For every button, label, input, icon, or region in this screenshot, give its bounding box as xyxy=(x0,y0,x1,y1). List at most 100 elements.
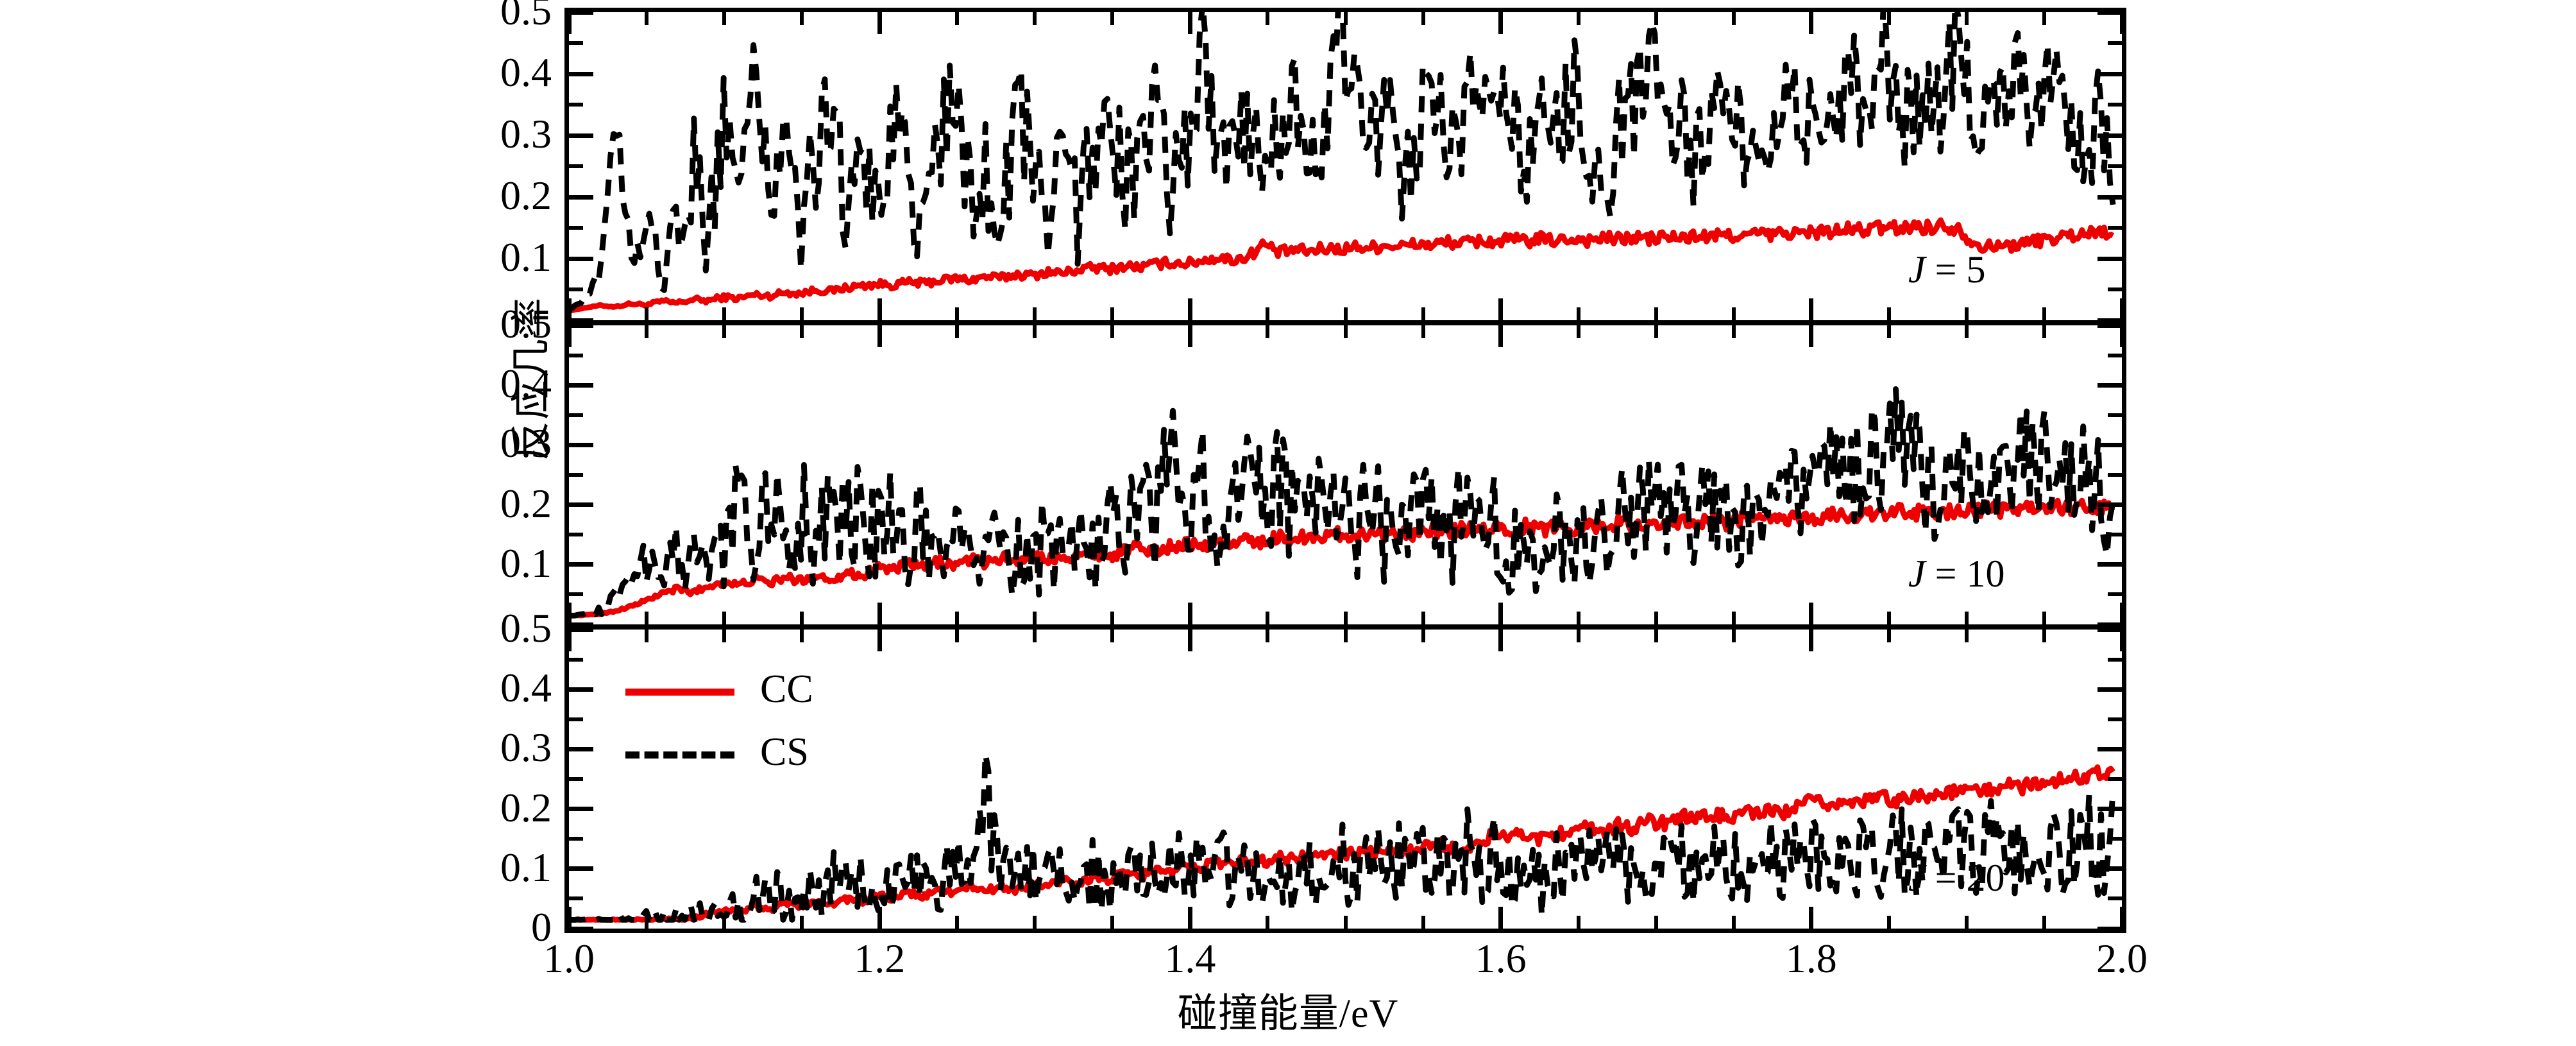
panel-j10 xyxy=(564,321,2126,629)
panel-j20 xyxy=(564,625,2126,933)
x-tick-t-1.75 xyxy=(1731,630,1736,642)
y-tick-label-p2-0.3: 0.3 xyxy=(500,420,552,467)
y-tick-l-0.45 xyxy=(569,657,583,662)
x-tick-label-2.0: 2.0 xyxy=(2096,936,2148,981)
x-tick-t-1.70 xyxy=(1654,630,1658,642)
x-tick-t-1.35 xyxy=(1110,325,1115,338)
y-tick-label-p1-0.4: 0.4 xyxy=(500,49,552,95)
x-tick-t-1.05 xyxy=(645,12,649,25)
y-tick-label-p1-0.2: 0.2 xyxy=(500,173,552,218)
y-tick-l-0.30 xyxy=(569,442,593,447)
y-tick-r-0.40 xyxy=(2097,687,2122,692)
x-tick-b-1.90 xyxy=(1964,916,1969,929)
y-tick-r-0.35 xyxy=(2108,103,2122,107)
legend-label-cc: CC xyxy=(760,667,813,711)
x-tick-b-1.50 xyxy=(1343,612,1348,624)
y-tick-r-0.25 xyxy=(2108,777,2122,781)
y-tick-label-p3-0.5: 0.5 xyxy=(500,605,552,651)
y-tick-l-0.25 xyxy=(569,473,583,477)
y-tick-label-p3-0.3: 0.3 xyxy=(500,724,552,771)
x-tick-t-1.50 xyxy=(1343,325,1348,338)
y-tick-r-0.35 xyxy=(2108,413,2122,417)
y-tick-l-0.25 xyxy=(569,164,583,168)
legend-swatch-cc-line xyxy=(625,689,734,696)
x-tick-b-1.40 xyxy=(1187,907,1192,929)
x-axis-title: 碰撞能量/eV xyxy=(1177,992,1399,1036)
x-tick-b-1.85 xyxy=(1886,612,1891,624)
x-tick-b-1.55 xyxy=(1421,612,1425,624)
x-tick-b-1.80 xyxy=(1809,298,1814,320)
legend-swatch-cs-line xyxy=(625,751,734,759)
series-cs-p2 xyxy=(569,386,2116,619)
x-tick-t-1.15 xyxy=(800,630,804,642)
y-tick-r-0.50 xyxy=(2097,12,2122,15)
y-tick-r-0.40 xyxy=(2097,382,2122,388)
y-tick-r-0.05 xyxy=(2108,896,2122,901)
x-tick-label-1.0: 1.0 xyxy=(543,936,595,981)
y-tick-label-p2-0.1: 0.1 xyxy=(500,540,552,586)
y-tick-r-0.15 xyxy=(2108,533,2122,537)
x-tick-t-1.25 xyxy=(955,630,960,642)
x-tick-b-1.85 xyxy=(1886,307,1891,320)
annotation-j5: J = 5 xyxy=(1908,248,1986,291)
x-tick-t-1.95 xyxy=(2042,12,2046,25)
y-tick-l-0.15 xyxy=(569,837,583,841)
x-tick-t-1.75 xyxy=(1731,12,1736,25)
x-tick-t-1.90 xyxy=(1964,630,1969,642)
y-tick-l-0.00 xyxy=(569,622,593,624)
y-tick-r-0.30 xyxy=(2097,442,2122,447)
x-tick-t-1.45 xyxy=(1266,325,1270,338)
x-tick-t-2.00 xyxy=(2119,325,2122,347)
x-tick-t-1.05 xyxy=(645,630,649,642)
x-tick-b-1.10 xyxy=(722,916,727,929)
x-tick-t-2.00 xyxy=(2119,12,2122,34)
x-tick-b-1.75 xyxy=(1731,307,1736,320)
x-tick-t-1.85 xyxy=(1886,325,1891,338)
y-tick-label-p2-0.2: 0.2 xyxy=(500,480,552,526)
x-tick-b-1.95 xyxy=(2042,307,2046,320)
x-tick-t-1.95 xyxy=(2042,630,2046,642)
x-tick-label-1.6: 1.6 xyxy=(1475,936,1527,981)
x-tick-t-1.20 xyxy=(877,12,882,34)
y-tick-l-0.35 xyxy=(569,103,583,107)
x-tick-t-1.60 xyxy=(1498,630,1504,651)
x-tick-b-1.65 xyxy=(1576,307,1580,320)
y-tick-r-0.40 xyxy=(2097,71,2122,76)
x-tick-t-1.50 xyxy=(1343,630,1348,642)
x-tick-label-1.2: 1.2 xyxy=(854,936,906,981)
y-tick-label-p3-0.1: 0.1 xyxy=(500,844,552,890)
y-tick-r-0.50 xyxy=(2097,325,2122,328)
x-tick-t-1.40 xyxy=(1187,325,1192,347)
y-tick-l-0.50 xyxy=(569,630,593,632)
y-tick-r-0.25 xyxy=(2108,473,2122,477)
x-tick-label-1.8: 1.8 xyxy=(1785,936,1837,981)
y-tick-r-0.10 xyxy=(2097,866,2122,871)
y-tick-l-0.00 xyxy=(569,926,593,929)
y-tick-r-0.20 xyxy=(2097,502,2122,508)
x-tick-b-2.00 xyxy=(2119,907,2122,929)
panel-j5 xyxy=(564,8,2126,325)
x-tick-b-1.20 xyxy=(877,907,882,929)
x-tick-b-1.35 xyxy=(1110,612,1115,624)
y-tick-l-0.10 xyxy=(569,256,593,261)
y-tick-l-0.45 xyxy=(569,353,583,357)
y-tick-l-0.15 xyxy=(569,226,583,230)
y-tick-label-p3-0: 0 xyxy=(531,904,552,950)
x-tick-t-1.85 xyxy=(1886,12,1891,25)
x-tick-t-1.55 xyxy=(1421,325,1425,338)
plot-area-j10 xyxy=(569,386,2116,619)
y-tick-label-p2-0.4: 0.4 xyxy=(500,361,552,407)
x-tick-t-1.35 xyxy=(1110,12,1115,25)
x-tick-t-1.00 xyxy=(569,630,572,651)
x-tick-t-1.25 xyxy=(955,325,960,338)
x-tick-b-1.35 xyxy=(1110,916,1115,929)
x-tick-b-1.00 xyxy=(569,907,572,929)
y-tick-l-0.40 xyxy=(569,382,593,388)
y-tick-r-0.30 xyxy=(2097,133,2122,138)
x-tick-t-1.80 xyxy=(1809,630,1814,651)
y-tick-l-0.25 xyxy=(569,777,583,781)
x-tick-t-1.05 xyxy=(645,325,649,338)
x-tick-t-1.90 xyxy=(1964,325,1969,338)
x-tick-t-1.20 xyxy=(877,630,882,651)
legend-label-cs: CS xyxy=(760,730,809,774)
